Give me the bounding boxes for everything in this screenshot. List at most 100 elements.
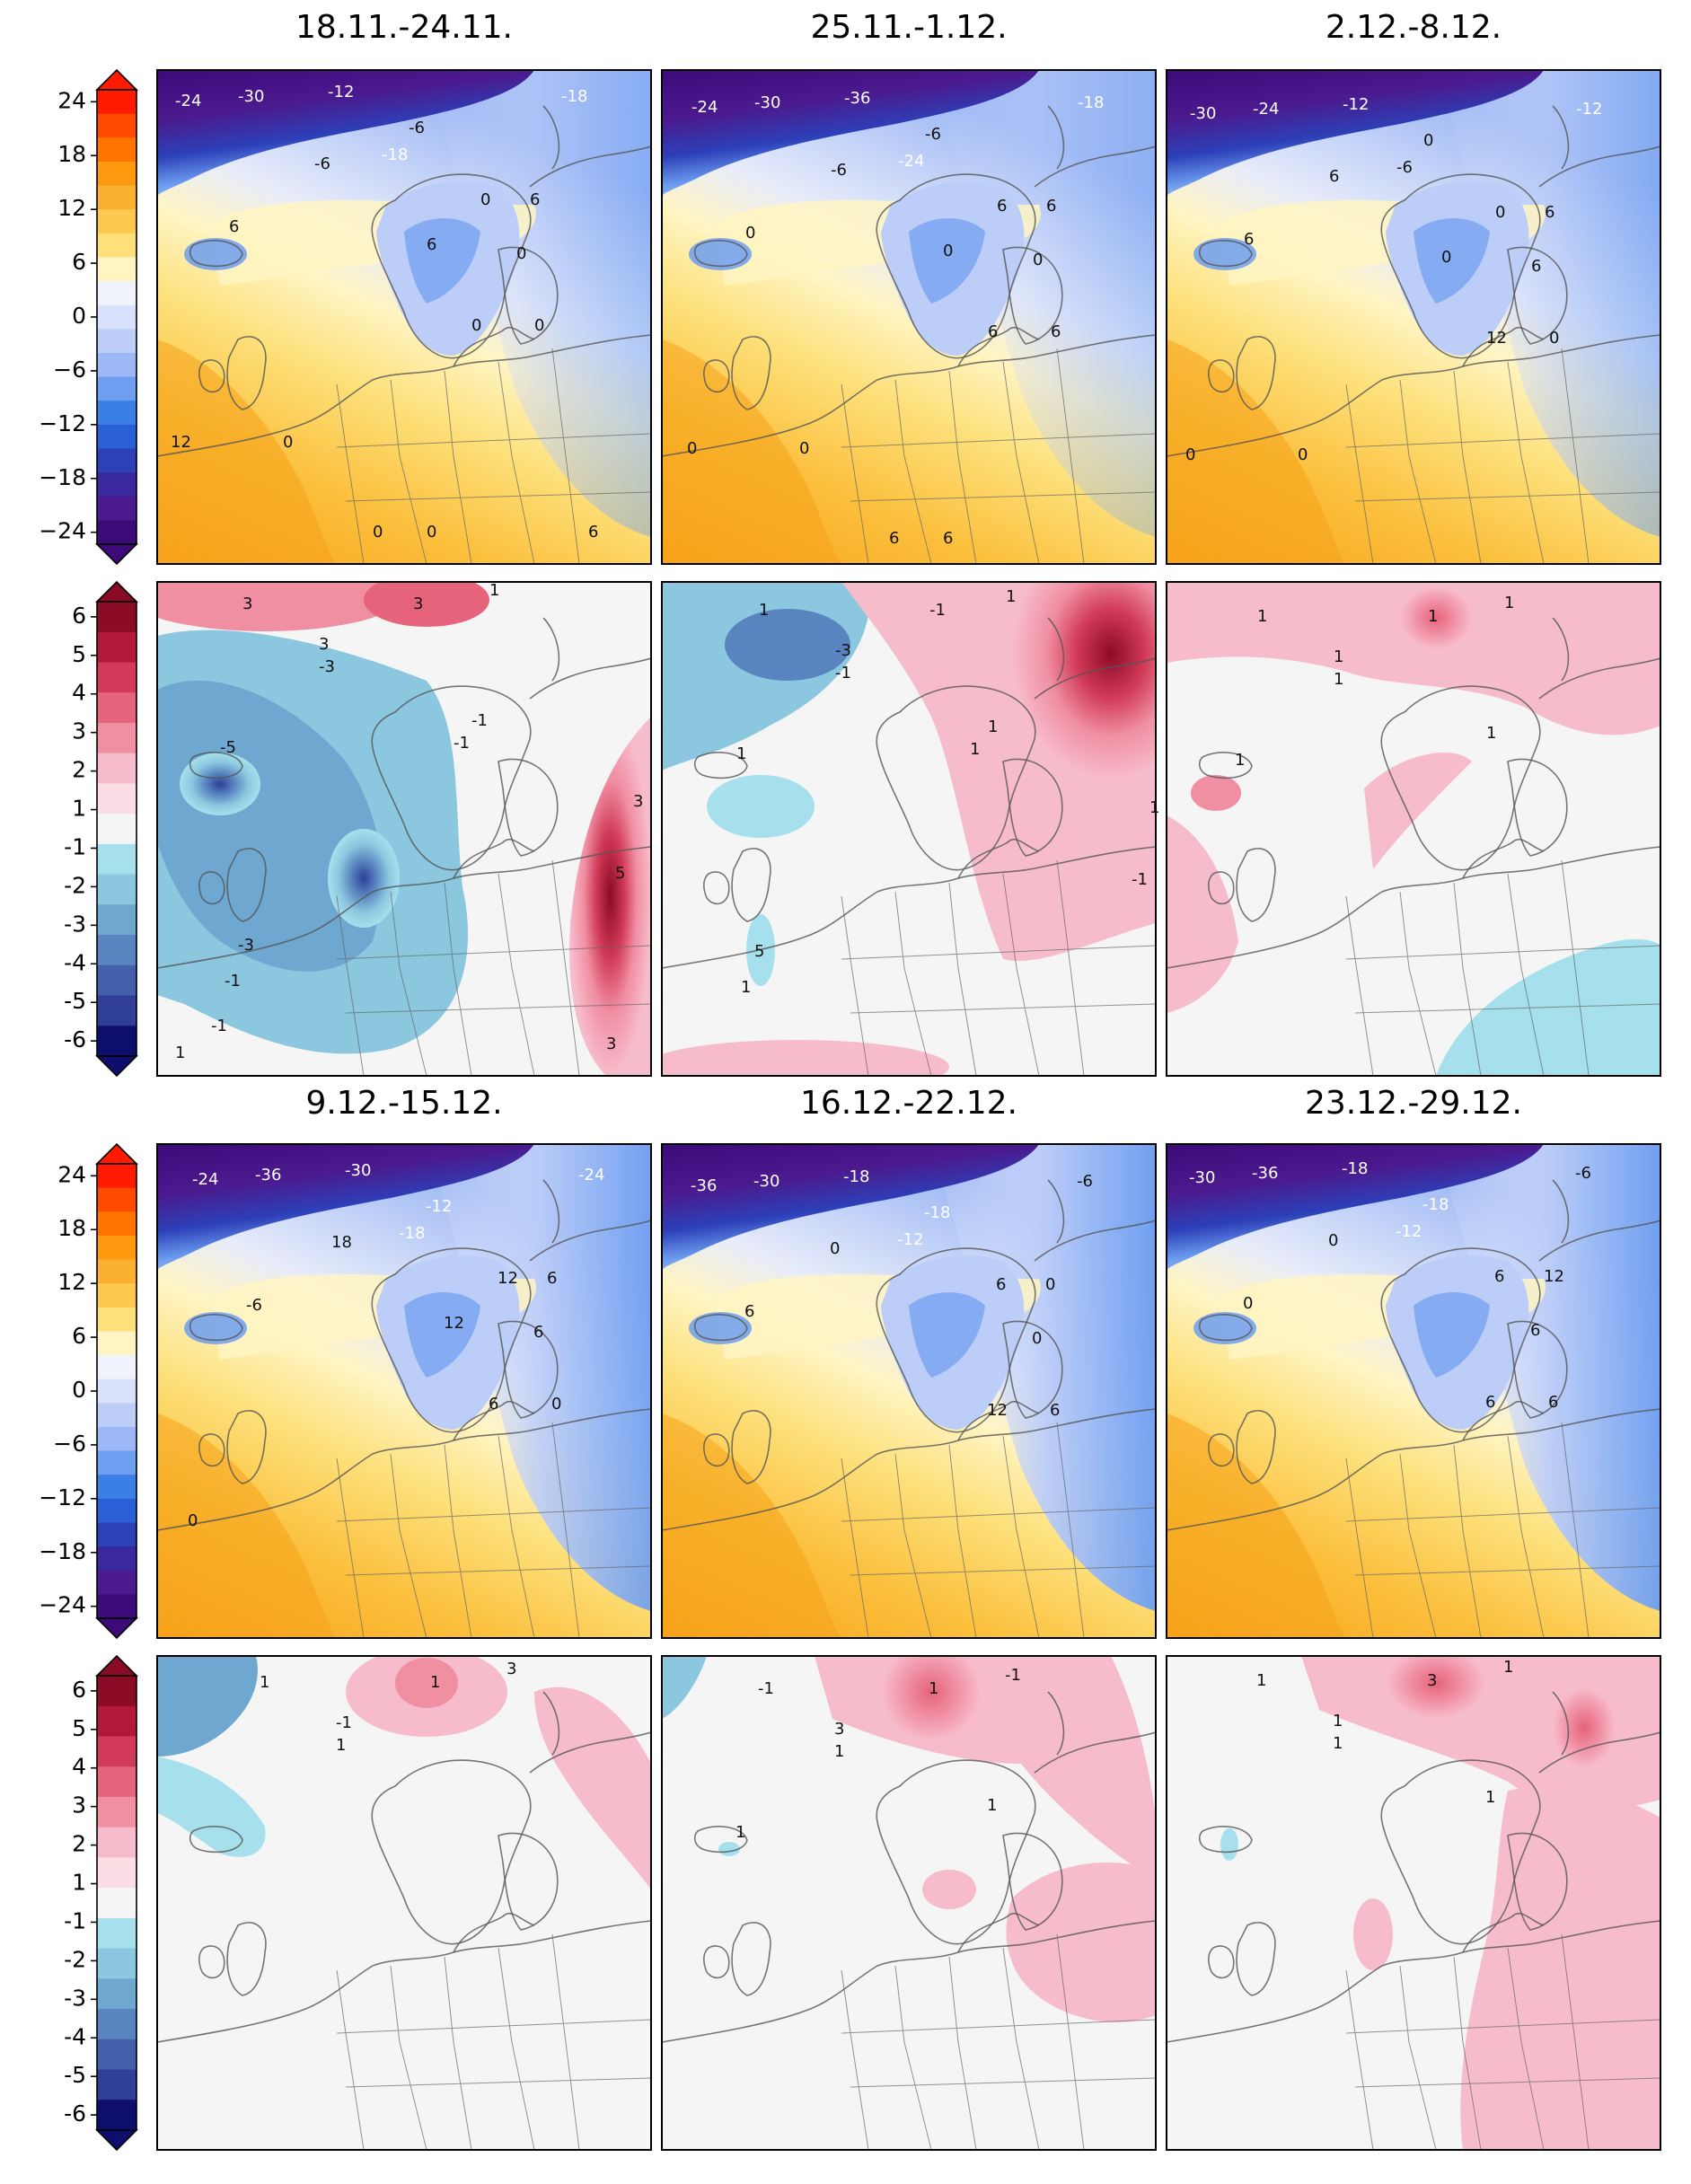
anomaly-colorbar-swatch [97, 2039, 137, 2071]
negative-anomaly-area [1220, 1828, 1238, 1861]
temperature-colorbar-swatch [97, 1187, 137, 1212]
anomaly-colorbar-tick-label: -1 [64, 833, 86, 859]
anomaly-contour-label: 1 [1006, 587, 1016, 606]
anomaly-colorbar-swatch [97, 1766, 137, 1798]
anomaly-contour-label: -1 [471, 711, 488, 730]
temperature-colorbar-tick-label: 6 [72, 249, 86, 275]
iceland-cold-patch [1193, 1312, 1256, 1344]
temperature-contour-label: 6 [1485, 1393, 1495, 1412]
temperature-contour-label: 0 [1045, 1275, 1055, 1294]
panel-frame [1166, 69, 1661, 565]
anomaly-contour-label: 1 [987, 1796, 997, 1815]
temperature-contour-label: -12 [897, 1230, 923, 1249]
anomaly-contour-label: 5 [615, 864, 625, 883]
temperature-contour-label: 6 [530, 190, 540, 209]
temperature-colorbar-tick-label: −24 [39, 518, 86, 544]
anomaly-contour-label: 3 [506, 1660, 516, 1678]
temperature-colorbar-swatch [97, 209, 137, 234]
anomaly-contour-label: 5 [754, 942, 764, 961]
anomaly-contour-label: 1 [1504, 594, 1514, 612]
temperature-colorbar-swatch [97, 1283, 137, 1308]
temperature-contour-label: 12 [498, 1269, 518, 1288]
anomaly-colorbar: 6 5 4 3 2 1 -1 -2 -3 -4 -5 -6 [64, 580, 138, 1078]
temperature-colorbar-swatch [97, 1331, 137, 1356]
anomaly-colorbar-swatch [97, 783, 137, 815]
anomaly-colorbar-swatch [97, 692, 137, 724]
temperature-contour-label: 0 [1185, 445, 1195, 464]
positive-anomaly-area [1167, 815, 1238, 1013]
panel-frame [156, 581, 652, 1077]
temperature-contour-label: -24 [578, 1166, 604, 1184]
anomaly-contour-label: 3 [606, 1035, 616, 1053]
temperature-contour-label: 0 [534, 316, 544, 335]
anomaly-contour-label: 1 [1485, 1788, 1495, 1807]
week-title: 9.12.-15.12. [305, 1085, 502, 1122]
temperature-contour-label: -6 [1575, 1164, 1591, 1183]
anomaly-colorbar-swatch [97, 602, 137, 633]
iceland-cold-patch [689, 1312, 752, 1344]
temperature-colorbar-swatch [97, 257, 137, 282]
temperature-colorbar-max-arrow [95, 1142, 138, 1165]
anomaly-colorbar-max-arrow [95, 1654, 138, 1677]
panel-frame [661, 1143, 1157, 1639]
anomaly-contour-label: -3 [835, 641, 851, 660]
temperature-colorbar-swatch [97, 185, 137, 210]
anomaly-colorbar-swatch [97, 843, 137, 876]
temperature-colorbar-max-arrow [95, 68, 138, 91]
anomaly-colorbar-tick-label: -1 [64, 1907, 86, 1933]
temperature-contour-label: -30 [238, 87, 264, 106]
temperature-colorbar-swatch [97, 1403, 137, 1428]
temperature-contour-label: 0 [551, 1395, 561, 1413]
temperature-colorbar-swatch [97, 113, 137, 138]
temperature-contour-label: 0 [943, 242, 953, 260]
temperature-colorbar-tick-label: 12 [57, 1269, 86, 1295]
temperature-contour-label: 6 [1329, 167, 1339, 186]
strong-warm-anomaly [1012, 582, 1156, 779]
anomaly-contour-label: -1 [1005, 1666, 1021, 1685]
temperature-contour-label: 0 [799, 439, 809, 458]
temperature-colorbar-swatch [97, 401, 137, 426]
temperature-colorbar-min-arrow [95, 543, 138, 566]
anomaly-colorbar-swatch [97, 1827, 137, 1858]
anomaly-contour-label: -1 [929, 601, 946, 620]
anomaly-colorbar-tick-label: 5 [72, 641, 86, 667]
strong-cold-anomaly [180, 753, 260, 815]
temperature-contour-label: 12 [1544, 1267, 1564, 1286]
warm-anomaly-centre [1400, 586, 1472, 649]
anomaly-colorbar-min-arrow [95, 2129, 138, 2152]
temperature-colorbar: 24 18 12 6 0 −6 −12 −18 −24 [39, 1142, 138, 1640]
temperature-contour-label: -18 [399, 1224, 425, 1243]
temperature-contour-label: 12 [987, 1401, 1008, 1420]
temperature-colorbar: 24 18 12 6 0 −6 −12 −18 −24 [39, 68, 138, 566]
temperature-colorbar-swatch [97, 1475, 137, 1500]
negative-anomaly-area [157, 1757, 266, 1857]
panel-frame [661, 581, 1157, 1077]
negative-anomaly-area [707, 775, 815, 838]
temperature-contour-label: 0 [830, 1239, 840, 1258]
temperature-contour-label: 0 [687, 439, 697, 458]
temperature-colorbar-tick-label: 18 [57, 1215, 86, 1241]
anomaly-contour-label: 1 [1333, 1712, 1343, 1730]
temperature-colorbar-swatch [97, 137, 137, 163]
temperature-contour-label: 6 [533, 1323, 543, 1342]
anomaly-colorbar-swatch [97, 1676, 137, 1707]
anomaly-colorbar-tick-label: 3 [72, 718, 86, 744]
anomaly-colorbar-tick-label: -2 [64, 1946, 86, 1972]
anomaly-colorbar-tick-label: 2 [72, 757, 86, 783]
anomaly-contour-label: -3 [238, 936, 254, 955]
temperature-contour-label: 6 [1530, 1321, 1540, 1340]
anomaly-colorbar-swatch [97, 753, 137, 784]
temperature-colorbar-swatch [97, 1235, 137, 1261]
anomaly-contour-label: 1 [736, 744, 746, 763]
anomaly-colorbar-tick-label: -2 [64, 872, 86, 898]
temperature-colorbar-swatch [97, 1211, 137, 1237]
anomaly-contour-label: 1 [735, 1823, 745, 1842]
temperature-colorbar-tick-label: 24 [57, 1161, 86, 1187]
anomaly-colorbar-frame [96, 1675, 137, 2131]
anomaly-colorbar-tick-label: 4 [72, 680, 86, 706]
temperature-map-panel: -24 -36 -30 -18 -24 -12 18 12 -6 6 0 6 6 12 0 [156, 1143, 652, 1639]
temperature-contour-label: -36 [691, 1176, 717, 1195]
atlantic-warm-region [157, 1413, 337, 1638]
